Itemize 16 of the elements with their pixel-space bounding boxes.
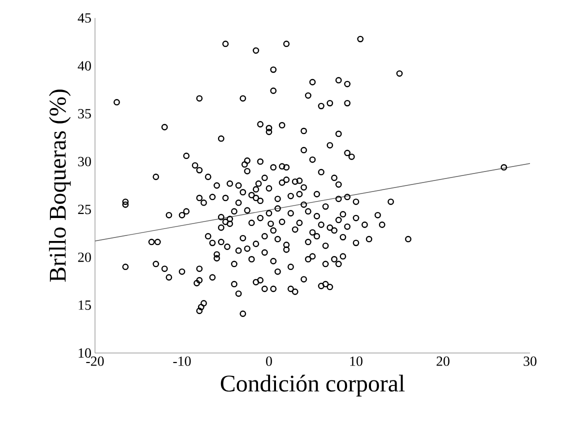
y-tick-label: 25 [78,204,91,214]
x-tick-label: -20 [86,356,104,366]
y-tick-label: 40 [78,61,91,71]
x-tick-label: 10 [350,356,362,366]
y-tick-label: 30 [78,156,91,166]
x-tick-label: -10 [173,356,191,366]
y-tick-label: 45 [78,13,91,23]
y-axis-title: Brillo Boqueras (%) [49,90,71,282]
y-tick-label: 35 [78,109,91,118]
y-tick-label: 15 [78,300,91,310]
x-axis-title: Condición corporal [220,374,405,396]
y-tick-label: 20 [78,252,91,262]
x-tick-label: 20 [436,356,450,366]
x-tick-label: 0 [266,356,272,366]
x-tick-label: 30 [524,356,536,366]
y-tick-label: 10 [78,348,91,358]
